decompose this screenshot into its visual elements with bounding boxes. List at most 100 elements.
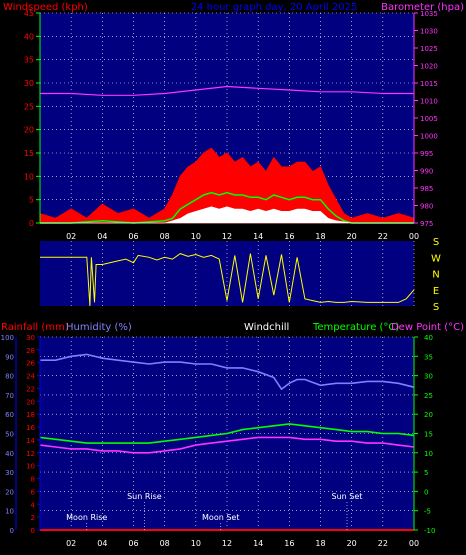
- temp-hour-label-6: 14: [253, 539, 263, 548]
- hum-tick-label-0: 0: [31, 527, 35, 535]
- compass-n-2: N: [432, 270, 439, 281]
- hum-tick-label-12: 12: [26, 450, 35, 458]
- wind-panel-x-axis: 02 04 06 08 10 12 14 16 18 20 22 00: [66, 232, 419, 241]
- hum-tick-label-28: 28: [26, 347, 35, 355]
- baro-tick-label-990: 990: [420, 168, 433, 176]
- baro-tick-label-985: 985: [420, 185, 433, 193]
- temp-hour-label-7: 16: [284, 539, 294, 548]
- temp-tick-label--10: -10: [424, 527, 435, 535]
- direction-panel-marks: [40, 253, 415, 307]
- hum-tick-label-24: 24: [26, 373, 35, 381]
- compass-s-4: S: [433, 237, 439, 248]
- baro-tick-label-995: 995: [420, 150, 433, 158]
- temp-panel-left-axes: 0102030405060708090100024681012141618202…: [1, 334, 41, 535]
- hum-tick-label-26: 26: [26, 360, 35, 368]
- barometer-label: Barometer (hpa): [381, 2, 464, 13]
- windchill-label: Windchill: [244, 322, 289, 333]
- astro-markers: Moon Rise Sun Rise Moon Set Sun Set: [66, 492, 362, 530]
- compass-w-3: W: [431, 253, 441, 264]
- barometer-line: [40, 85, 414, 96]
- hum-tick-label-20: 20: [26, 398, 35, 406]
- temp-panel-marks: [39, 353, 415, 531]
- sun-rise-label: Sun Rise: [127, 492, 162, 501]
- temp-tick-label-10: 10: [424, 450, 433, 458]
- temp-hour-label-0: 02: [66, 539, 76, 548]
- wind-panel-grid: [40, 12, 415, 224]
- moon-rise-label: Moon Rise: [66, 513, 107, 522]
- wind-tick-label-25: 25: [24, 102, 34, 111]
- hum-tick-label-4: 4: [31, 501, 36, 509]
- hum-tick-label-22: 22: [26, 385, 35, 393]
- wind-panel-right-axis: 975 980 985 990 995 1000 1005 1010 1015 1020 1025 1…: [413, 10, 438, 228]
- compass-s-0: S: [433, 302, 439, 313]
- baro-tick-label-1025: 1025: [420, 45, 438, 53]
- wind-hour-label-5: 12: [222, 232, 232, 241]
- wind-hour-label-8: 18: [315, 232, 325, 241]
- direction-panel-grid: [70, 241, 415, 306]
- baro-tick-label-1010: 1010: [420, 98, 438, 106]
- hum-tick-label-14: 14: [26, 437, 35, 445]
- wind-hour-label-7: 16: [284, 232, 294, 241]
- rain-tick-label-60: 60: [5, 411, 14, 419]
- rain-tick-label-30: 30: [5, 469, 14, 477]
- hum-tick-label-18: 18: [26, 411, 35, 419]
- rainfall-label: Rainfall (mm): [1, 322, 69, 333]
- wind-tick-label-10: 10: [24, 172, 34, 181]
- temp-hour-label-1: 04: [97, 539, 107, 548]
- wind-hour-label-4: 10: [191, 232, 201, 241]
- hum-tick-label-6: 6: [31, 488, 36, 496]
- temperature-label: Temperature (°C): [312, 322, 399, 333]
- temp-hour-label-10: 22: [378, 539, 388, 548]
- wind-hour-label-6: 14: [253, 232, 263, 241]
- hum-tick-label-16: 16: [26, 424, 35, 432]
- rain-tick-label-80: 80: [5, 373, 14, 381]
- rain-tick-label-10: 10: [5, 508, 14, 516]
- wind-tick-label-45: 45: [24, 9, 34, 18]
- humidity-line: [40, 353, 415, 391]
- rain-tick-label-40: 40: [5, 450, 14, 458]
- baro-tick-label-1015: 1015: [420, 80, 438, 88]
- temp-hour-label-8: 18: [315, 539, 325, 548]
- rain-tick-label-0: 0: [10, 527, 14, 535]
- temp-panel-x-axis: 02 04 06 08 10 12 14 16 18 20 22 00: [66, 539, 419, 548]
- wind-direction-line: [40, 253, 415, 307]
- temp-tick-label-35: 35: [424, 353, 433, 361]
- chart-title: 24 hour graph day, 20 April 2025: [191, 2, 358, 13]
- temp-tick-label-30: 30: [424, 373, 433, 381]
- wind-hour-label-1: 04: [97, 232, 107, 241]
- baro-tick-label-1005: 1005: [420, 115, 438, 123]
- wind-tick-label-30: 30: [24, 79, 34, 88]
- temp-panel-right-axis: -10 -5 0 5 10 15 20 25 30 35 40: [413, 334, 435, 535]
- wind-hour-label-10: 22: [378, 232, 388, 241]
- wind-tick-label-5: 5: [29, 196, 34, 205]
- wind-tick-label-15: 15: [24, 149, 34, 158]
- baro-tick-label-1030: 1030: [420, 28, 438, 36]
- baro-tick-label-980: 980: [420, 203, 433, 211]
- temp-hour-label-3: 08: [160, 539, 170, 548]
- temp-hour-label-5: 12: [222, 539, 232, 548]
- temp-tick-label-0: 0: [424, 488, 428, 496]
- lower-header: Rainfall (mm) Humidity (%) Windchill Tem…: [1, 322, 464, 333]
- moon-set-label: Moon Set: [202, 513, 239, 522]
- hum-tick-label-30: 30: [26, 334, 35, 342]
- compass-e-1: E: [433, 286, 439, 297]
- humidity-label: Humidity (%): [66, 322, 132, 333]
- wind-min-area: [40, 206, 414, 224]
- rain-tick-label-100: 100: [1, 334, 14, 342]
- avg-wind-line: [40, 191, 414, 224]
- baro-tick-label-1035: 1035: [420, 10, 438, 18]
- wind-hour-label-11: 00: [409, 232, 419, 241]
- wind-tick-label-40: 40: [24, 32, 34, 41]
- temp-hour-label-2: 06: [128, 539, 138, 548]
- wind-tick-label-20: 20: [24, 126, 34, 135]
- wind-hour-label-2: 06: [128, 232, 138, 241]
- temp-tick-label-5: 5: [424, 469, 428, 477]
- windspeed-label: Windspeed (kph): [3, 2, 88, 13]
- temp-tick-label-40: 40: [424, 334, 433, 342]
- baro-tick-label-975: 975: [420, 220, 433, 228]
- rain-tick-label-50: 50: [5, 431, 14, 439]
- temp-tick-label-25: 25: [424, 392, 433, 400]
- rain-tick-label-20: 20: [5, 488, 14, 496]
- top-header: Windspeed (kph) 24 hour graph day, 20 Ap…: [3, 2, 464, 13]
